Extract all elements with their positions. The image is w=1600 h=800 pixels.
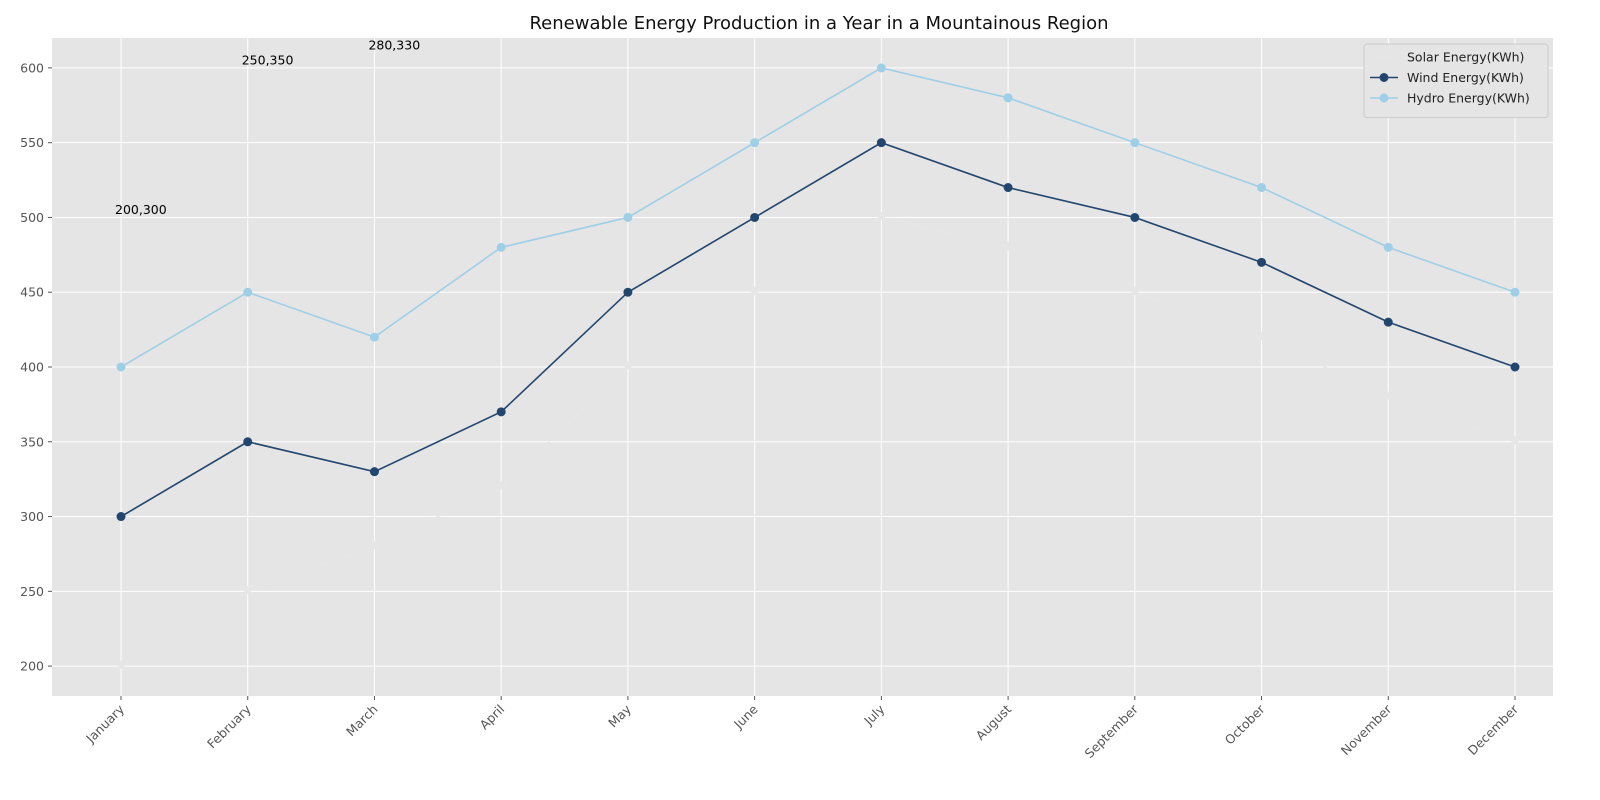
y-tick-label: 300 bbox=[20, 509, 44, 524]
data-annotation: 250,350 bbox=[242, 52, 294, 67]
x-tick-label: August bbox=[973, 701, 1015, 743]
data-point bbox=[623, 212, 633, 222]
data-point bbox=[875, 211, 888, 223]
data-point bbox=[876, 63, 886, 73]
data-point bbox=[1255, 331, 1268, 342]
data-point bbox=[1257, 183, 1267, 193]
x-tick-label: April bbox=[476, 702, 507, 733]
x-tick-label: February bbox=[204, 701, 254, 751]
y-tick-label: 200 bbox=[20, 659, 44, 674]
data-point bbox=[1130, 138, 1140, 148]
legend-marker bbox=[1379, 93, 1389, 103]
data-point bbox=[496, 242, 506, 252]
x-tick-label: June bbox=[730, 701, 761, 732]
data-point bbox=[1509, 435, 1521, 447]
y-tick-label: 250 bbox=[20, 584, 44, 599]
series-line-3 bbox=[120, 67, 1516, 368]
data-point bbox=[369, 332, 379, 342]
legend-label: Solar Energy(KWh) bbox=[1407, 50, 1524, 65]
data-point bbox=[750, 138, 760, 148]
data-point bbox=[1130, 212, 1140, 222]
x-tick-label: November bbox=[1338, 701, 1395, 758]
data-point bbox=[623, 287, 633, 297]
legend-marker bbox=[1379, 73, 1389, 82]
y-tick-label: 500 bbox=[20, 210, 44, 225]
x-tick-label: May bbox=[605, 701, 634, 730]
legend: Solar Energy(KWh) Wind Energy(KWh) Hydro E… bbox=[1363, 43, 1549, 118]
chart-title: Renewable Energy Production in a Year in… bbox=[529, 13, 1108, 34]
data-point bbox=[369, 467, 379, 477]
data-point bbox=[496, 407, 506, 417]
x-tick-label: December bbox=[1465, 701, 1522, 758]
data-point bbox=[116, 362, 126, 372]
data-point bbox=[495, 480, 507, 492]
plot-area: 200 250 300 350 400 450 500 550 600 January Februa… bbox=[20, 37, 1553, 761]
legend-marker bbox=[1378, 51, 1390, 62]
data-point bbox=[748, 286, 761, 298]
series-line-1 bbox=[120, 216, 1516, 667]
y-tick-label: 400 bbox=[20, 360, 44, 375]
data-point bbox=[1002, 241, 1014, 253]
data-point bbox=[243, 437, 253, 447]
data-point bbox=[116, 512, 126, 522]
data-point bbox=[1382, 390, 1394, 402]
data-annotation: 200,300 bbox=[115, 202, 167, 217]
y-tick-label: 350 bbox=[20, 434, 44, 449]
data-point bbox=[243, 287, 253, 297]
x-tick-label: October bbox=[1222, 701, 1269, 748]
data-point bbox=[750, 212, 760, 222]
data-point bbox=[115, 660, 127, 671]
x-tick-label: July bbox=[860, 701, 888, 729]
data-point bbox=[876, 138, 886, 148]
data-point bbox=[1003, 183, 1013, 193]
data-annotation: 280,330 bbox=[368, 37, 420, 52]
legend-label: Wind Energy(KWh) bbox=[1407, 70, 1524, 85]
y-tick-label: 550 bbox=[20, 135, 44, 150]
x-tick-label: March bbox=[343, 702, 381, 740]
data-point bbox=[622, 361, 634, 372]
x-tick-label: January bbox=[82, 701, 127, 746]
data-point bbox=[1510, 287, 1520, 297]
x-tick-label: September bbox=[1081, 701, 1141, 761]
data-point bbox=[1257, 257, 1267, 267]
series-line-2 bbox=[120, 141, 1516, 518]
data-point bbox=[368, 540, 381, 552]
data-point bbox=[1003, 93, 1013, 103]
y-tick-label: 450 bbox=[20, 285, 44, 300]
data-point bbox=[1129, 286, 1141, 298]
legend-box bbox=[1363, 43, 1549, 118]
y-tick-label: 600 bbox=[20, 60, 44, 75]
data-point bbox=[1510, 362, 1520, 372]
legend-label: Hydro Energy(KWh) bbox=[1407, 91, 1530, 106]
data-point bbox=[1383, 242, 1393, 252]
data-point bbox=[1383, 317, 1393, 327]
data-point bbox=[242, 585, 254, 597]
